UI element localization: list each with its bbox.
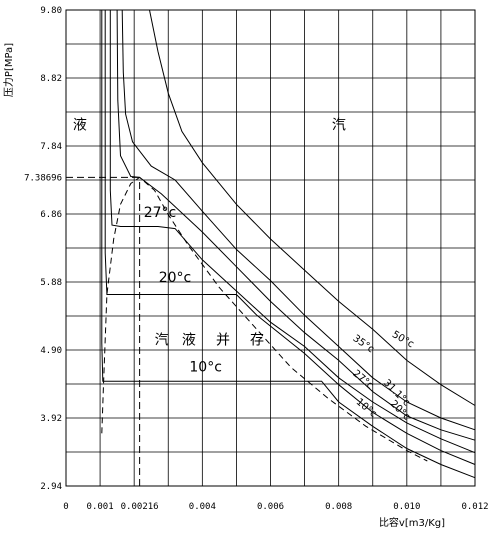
series-35-c-line: [121, 9, 476, 431]
region-label: 汽: [332, 117, 346, 133]
curve-label: 35°c: [351, 333, 376, 355]
x-tick-label: 0.001: [87, 502, 114, 512]
curve-label: 10°c: [354, 397, 379, 420]
isotherm-label: 10°c: [189, 360, 222, 376]
y-tick-label: 4.90: [40, 346, 62, 356]
reference-lines: [66, 176, 141, 486]
y-tick-label: 3.92: [40, 414, 62, 424]
isotherm-label: 20°c: [159, 270, 192, 286]
grid-lines: [66, 10, 475, 486]
isotherm-curves: [101, 9, 476, 479]
series-31-1-c-line: [116, 9, 476, 441]
x-axis-label: 比容v[m3/Kg]: [379, 516, 445, 529]
series-20-c-line: [104, 10, 476, 465]
x-tick-label: 0.00216: [121, 502, 159, 512]
x-tick-label: 0.012: [461, 502, 488, 512]
region-label: 液: [73, 117, 87, 133]
x-tick-label: 0.010: [393, 502, 420, 512]
region-label: 存: [250, 332, 264, 348]
x-tick-labels: 0 0.001 0.00216 0.004 0.006 0.008 0.010 0.012: [63, 502, 488, 512]
series-27-c-line: [109, 10, 476, 454]
x-tick-label: 0.008: [325, 502, 352, 512]
y-tick-label: 9.80: [40, 6, 62, 16]
isotherm-label: 27°c: [144, 205, 177, 221]
region-label: 并: [216, 332, 230, 348]
x-tick-label: 0.004: [189, 502, 216, 512]
series-50-c-line: [149, 9, 476, 406]
curve-label: 50°c: [390, 329, 416, 350]
y-tick-labels: 9.80 8.82 7.84 7.38696 6.86 5.88 4.90 3.92 2.94: [24, 6, 62, 492]
isotherm-labels: 27°c 20°c 10°c: [144, 205, 222, 376]
y-tick-label: 7.38696: [24, 173, 62, 183]
x-tick-label: 0: [63, 502, 68, 512]
y-tick-label: 5.88: [40, 278, 62, 288]
series-10-c-line: [101, 10, 476, 479]
y-tick-label: 7.84: [40, 142, 62, 152]
y-tick-label: 6.86: [40, 210, 62, 220]
x-tick-label: 0.006: [257, 502, 284, 512]
y-axis-label: 压力P[MPa]: [2, 43, 15, 97]
plot-frame: [65, 9, 476, 487]
region-label: 液: [182, 332, 196, 348]
region-label: 汽: [155, 332, 169, 348]
y-tick-label: 2.94: [40, 482, 62, 492]
curve-label: 27°c: [350, 368, 375, 391]
y-tick-label: 8.82: [40, 74, 62, 84]
series-saturation-line: [101, 176, 428, 462]
region-labels: 液汽汽液并存: [73, 117, 346, 348]
